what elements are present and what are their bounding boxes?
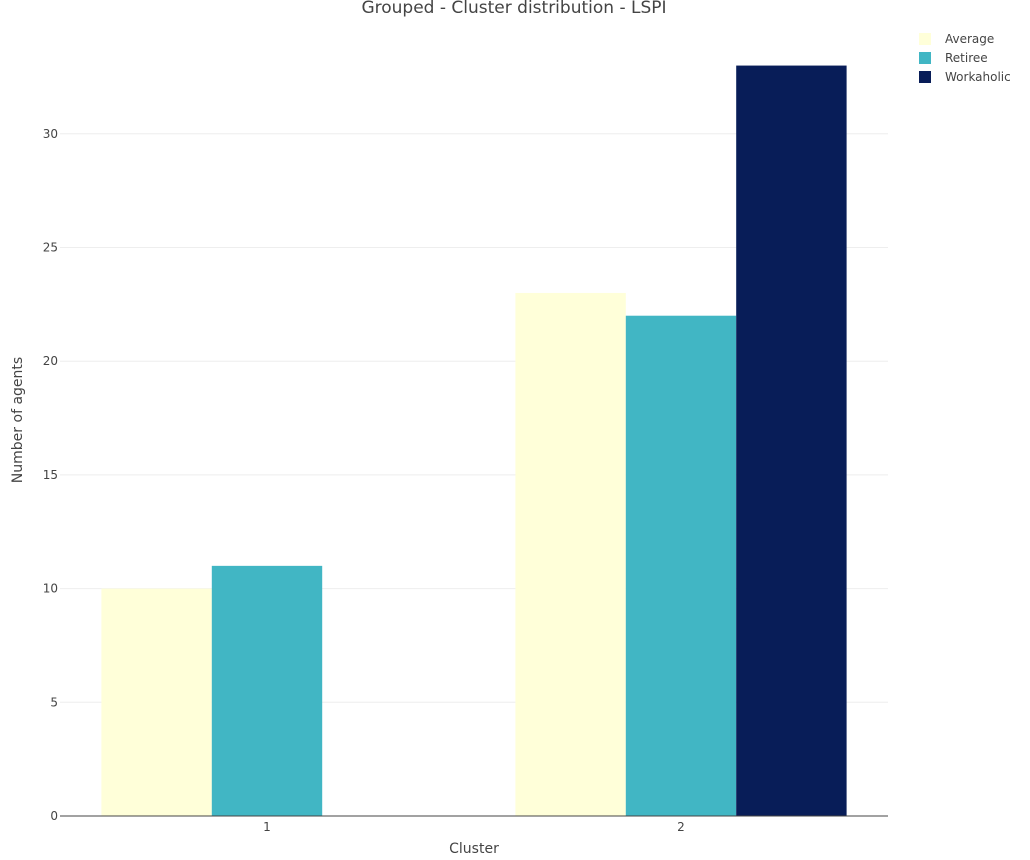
chart-title: Grouped - Cluster distribution - LSPI bbox=[361, 0, 666, 18]
legend-item-workaholic[interactable]: Workaholic bbox=[919, 70, 1011, 84]
legend-swatch bbox=[919, 33, 931, 45]
y-tick-label: 5 bbox=[50, 695, 58, 709]
legend[interactable]: Average Retiree Workaholic bbox=[919, 32, 1011, 84]
y-tick-label: 25 bbox=[43, 240, 58, 254]
bar-retiree-cluster-2[interactable] bbox=[625, 315, 737, 816]
legend-swatch bbox=[919, 52, 931, 64]
bars bbox=[101, 65, 847, 816]
y-tick-label: 20 bbox=[43, 354, 58, 368]
x-tick-label: 2 bbox=[677, 820, 685, 834]
legend-item-retiree[interactable]: Retiree bbox=[919, 51, 988, 65]
y-tick-labels: 0 5 10 15 20 25 30 bbox=[43, 127, 58, 823]
legend-item-average[interactable]: Average bbox=[919, 32, 994, 46]
x-tick-label: 1 bbox=[263, 820, 271, 834]
legend-label: Average bbox=[945, 32, 994, 46]
bar-retiree-cluster-1[interactable] bbox=[211, 565, 323, 816]
bar-workaholic-cluster-2[interactable] bbox=[736, 65, 847, 816]
x-axis-title: Cluster bbox=[449, 841, 499, 856]
y-tick-label: 0 bbox=[50, 809, 58, 823]
bar-average-cluster-1[interactable] bbox=[101, 588, 212, 816]
legend-label: Workaholic bbox=[945, 70, 1011, 84]
y-tick-label: 15 bbox=[43, 468, 58, 482]
legend-label: Retiree bbox=[945, 51, 988, 65]
bar-average-cluster-2[interactable] bbox=[515, 292, 626, 816]
legend-swatch bbox=[919, 71, 931, 83]
y-tick-label: 30 bbox=[43, 127, 58, 141]
y-axis-title: Number of agents bbox=[10, 357, 26, 483]
y-tick-label: 10 bbox=[43, 582, 58, 596]
